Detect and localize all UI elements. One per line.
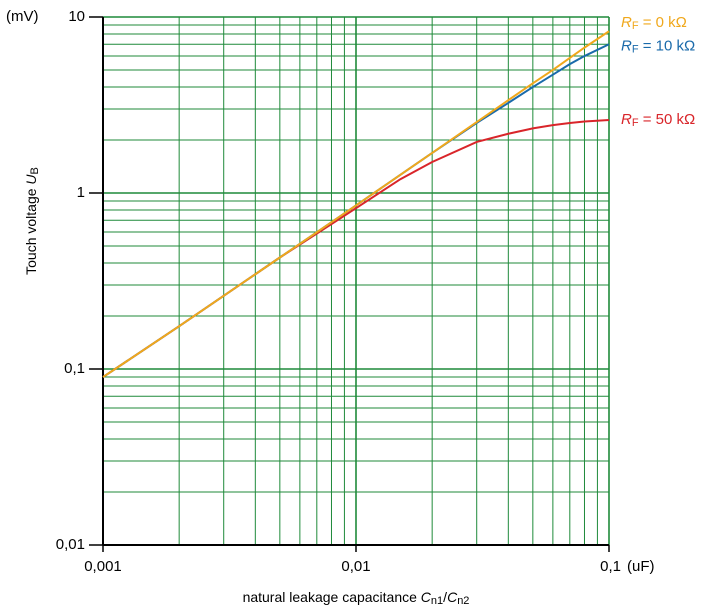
y-tick-label: 0,1 <box>64 360 85 377</box>
y-axis-title-part: U <box>23 174 39 185</box>
legend-label: RF = 0 kΩ <box>621 14 687 32</box>
y-axis-title-part: B <box>29 167 41 174</box>
y-unit: (mV) <box>6 8 39 25</box>
legend-label: RF = 50 kΩ <box>621 111 695 129</box>
y-tick-label: 1 <box>77 184 85 201</box>
y-axis-title-part: Touch voltage <box>23 185 39 275</box>
x-axis-title-part: natural leakage capacitance <box>243 589 421 605</box>
x-tick-label: 0,1 <box>600 558 621 575</box>
legend-label: RF = 10 kΩ <box>621 37 695 55</box>
x-axis-title-part: n2 <box>457 595 469 607</box>
y-axis-title: Touch voltage UB <box>23 167 41 275</box>
x-axis-title-part: n1 <box>431 595 443 607</box>
line-series <box>102 30 610 378</box>
y-tick-label: 0,01 <box>56 536 85 553</box>
x-axis-title: natural leakage capacitance Cn1/Cn2 <box>243 589 470 607</box>
x-axis-title-part: C <box>421 589 432 605</box>
x-axis-title-part: C <box>447 589 458 605</box>
y-tick-label: 10 <box>68 8 85 25</box>
x-tick-label: 0,01 <box>341 558 370 575</box>
x-axis-title-part: / <box>443 589 447 605</box>
x-tick-label: 0,001 <box>84 558 122 575</box>
x-unit: (uF) <box>627 558 655 575</box>
